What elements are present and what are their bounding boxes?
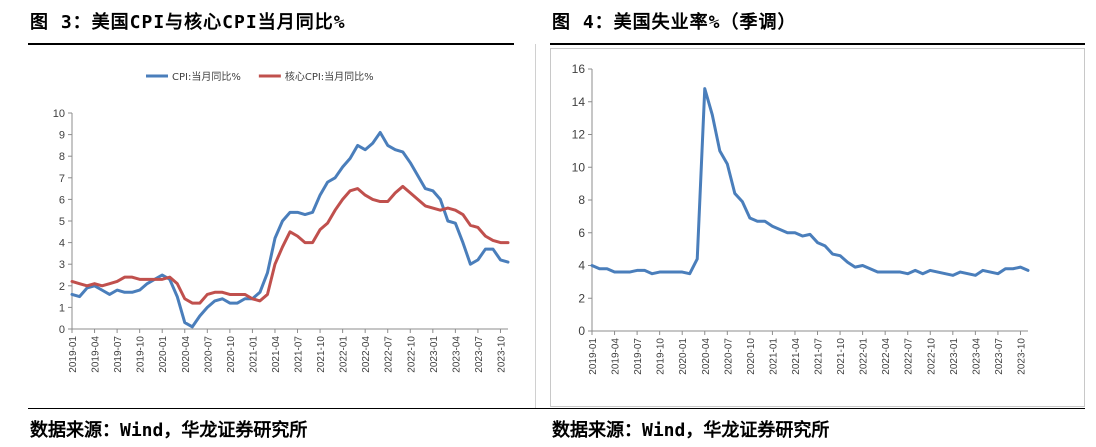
x-tick-label: 2021-04 — [791, 338, 802, 375]
x-tick-label: 2021-10 — [316, 336, 327, 373]
figure-3-source: 数据来源：Wind，华龙证券研究所 — [30, 420, 308, 441]
x-tick-label: 2023-07 — [994, 338, 1005, 375]
x-tick-label: 2021-10 — [836, 338, 847, 375]
y-tick-label: 7 — [59, 173, 65, 185]
legend-label-1: CPI:当月同比% — [172, 70, 241, 83]
x-tick-label: 2020-01 — [678, 338, 689, 375]
x-tick-label: 2023-01 — [429, 336, 440, 373]
series-line-1 — [590, 87, 1030, 277]
x-tick-label: 2019-10 — [136, 336, 147, 373]
x-tick-label: 2019-07 — [113, 336, 124, 373]
source-rule — [28, 408, 536, 409]
y-tick-label: 16 — [572, 62, 586, 76]
figure-4-panel: 图 4：美国失业率%（季调） 0 2 4 6 8 10 12 14 16 2019-01 2019-… — [536, 0, 1096, 447]
x-tick-label: 2023-07 — [474, 336, 485, 373]
y-tick-label: 6 — [59, 194, 65, 206]
x-tick-label: 2021-01 — [768, 338, 779, 375]
x-tick-label: 2022-04 — [881, 338, 892, 375]
x-tick-label: 2023-04 — [451, 336, 462, 373]
x-tick-label: 2023-10 — [496, 336, 507, 373]
cpi-line-chart: 0 1 2 3 4 5 6 7 8 9 10 2019-01 2019-04 2019-07 2019-10… — [53, 70, 510, 373]
x-tick-label: 2021-07 — [294, 336, 305, 373]
unemployment-line-chart: 0 2 4 6 8 10 12 14 16 2019-01 2019-04 2019-07 2019-1… — [572, 62, 1030, 375]
y-tick-label: 2 — [578, 291, 585, 305]
x-tick-label: 2020-07 — [723, 338, 734, 375]
x-tick-label: 2022-07 — [904, 338, 915, 375]
x-tick-label: 2023-10 — [1016, 338, 1027, 375]
y-tick-label: 0 — [578, 324, 585, 338]
x-tick-label: 2020-01 — [158, 336, 169, 373]
legend-label-2: 核心CPI:当月同比% — [285, 70, 374, 83]
y-tick-label: 10 — [53, 108, 65, 120]
y-tick-label: 8 — [578, 193, 585, 207]
x-tick-label: 2019-07 — [633, 338, 644, 375]
x-tick-label: 2020-04 — [701, 338, 712, 375]
figure-4-source: 数据来源：Wind，华龙证券研究所 — [552, 420, 830, 441]
chart-frame — [550, 48, 1085, 407]
title-rule — [28, 43, 514, 45]
x-tick-label: 2019-10 — [656, 338, 667, 375]
x-tick-label: 2021-07 — [814, 338, 825, 375]
y-tick-label: 10 — [572, 160, 586, 174]
x-tick-label: 2021-01 — [248, 336, 259, 373]
figure-3-title: 图 3：美国CPI与核心CPI当月同比% — [30, 12, 346, 33]
x-tick-label: 2021-04 — [271, 336, 282, 373]
series-line-1 — [70, 130, 510, 329]
source-rule — [536, 408, 1085, 409]
series-line-2 — [70, 184, 510, 305]
x-tick-label: 2020-04 — [181, 336, 192, 373]
y-tick-label: 12 — [572, 128, 586, 142]
x-tick-label: 2023-04 — [971, 338, 982, 375]
x-tick-label: 2022-01 — [339, 336, 350, 373]
y-tick-label: 9 — [59, 130, 65, 142]
y-tick-label: 14 — [572, 95, 586, 109]
figure-4-title: 图 4：美国失业率%（季调） — [552, 12, 797, 33]
x-tick-label: 2022-10 — [406, 336, 417, 373]
x-tick-label: 2022-10 — [926, 338, 937, 375]
x-tick-label: 2020-07 — [203, 336, 214, 373]
x-tick-label: 2022-04 — [361, 336, 372, 373]
y-tick-label: 8 — [59, 151, 65, 163]
x-tick-label: 2019-01 — [588, 338, 599, 375]
title-rule — [550, 43, 1085, 45]
y-tick-label: 3 — [59, 259, 65, 271]
panel-divider — [535, 44, 536, 408]
y-tick-label: 5 — [59, 216, 65, 228]
y-tick-label: 1 — [59, 302, 65, 314]
x-tick-label: 2020-10 — [226, 336, 237, 373]
y-tick-label: 4 — [578, 259, 585, 273]
figure-3-panel: 图 3：美国CPI与核心CPI当月同比% 0 1 2 3 4 5 6 7 8 9 10 2019-01… — [0, 0, 536, 447]
x-tick-label: 2020-10 — [746, 338, 757, 375]
x-tick-label: 2022-01 — [859, 338, 870, 375]
y-tick-label: 4 — [59, 238, 65, 250]
x-tick-label: 2019-04 — [611, 338, 622, 375]
x-tick-label: 2022-07 — [384, 336, 395, 373]
x-tick-label: 2019-01 — [68, 336, 79, 373]
y-tick-label: 0 — [59, 324, 65, 336]
y-tick-label: 2 — [59, 281, 65, 293]
y-tick-label: 6 — [578, 226, 585, 240]
x-tick-label: 2019-04 — [91, 336, 102, 373]
x-tick-label: 2023-01 — [949, 338, 960, 375]
